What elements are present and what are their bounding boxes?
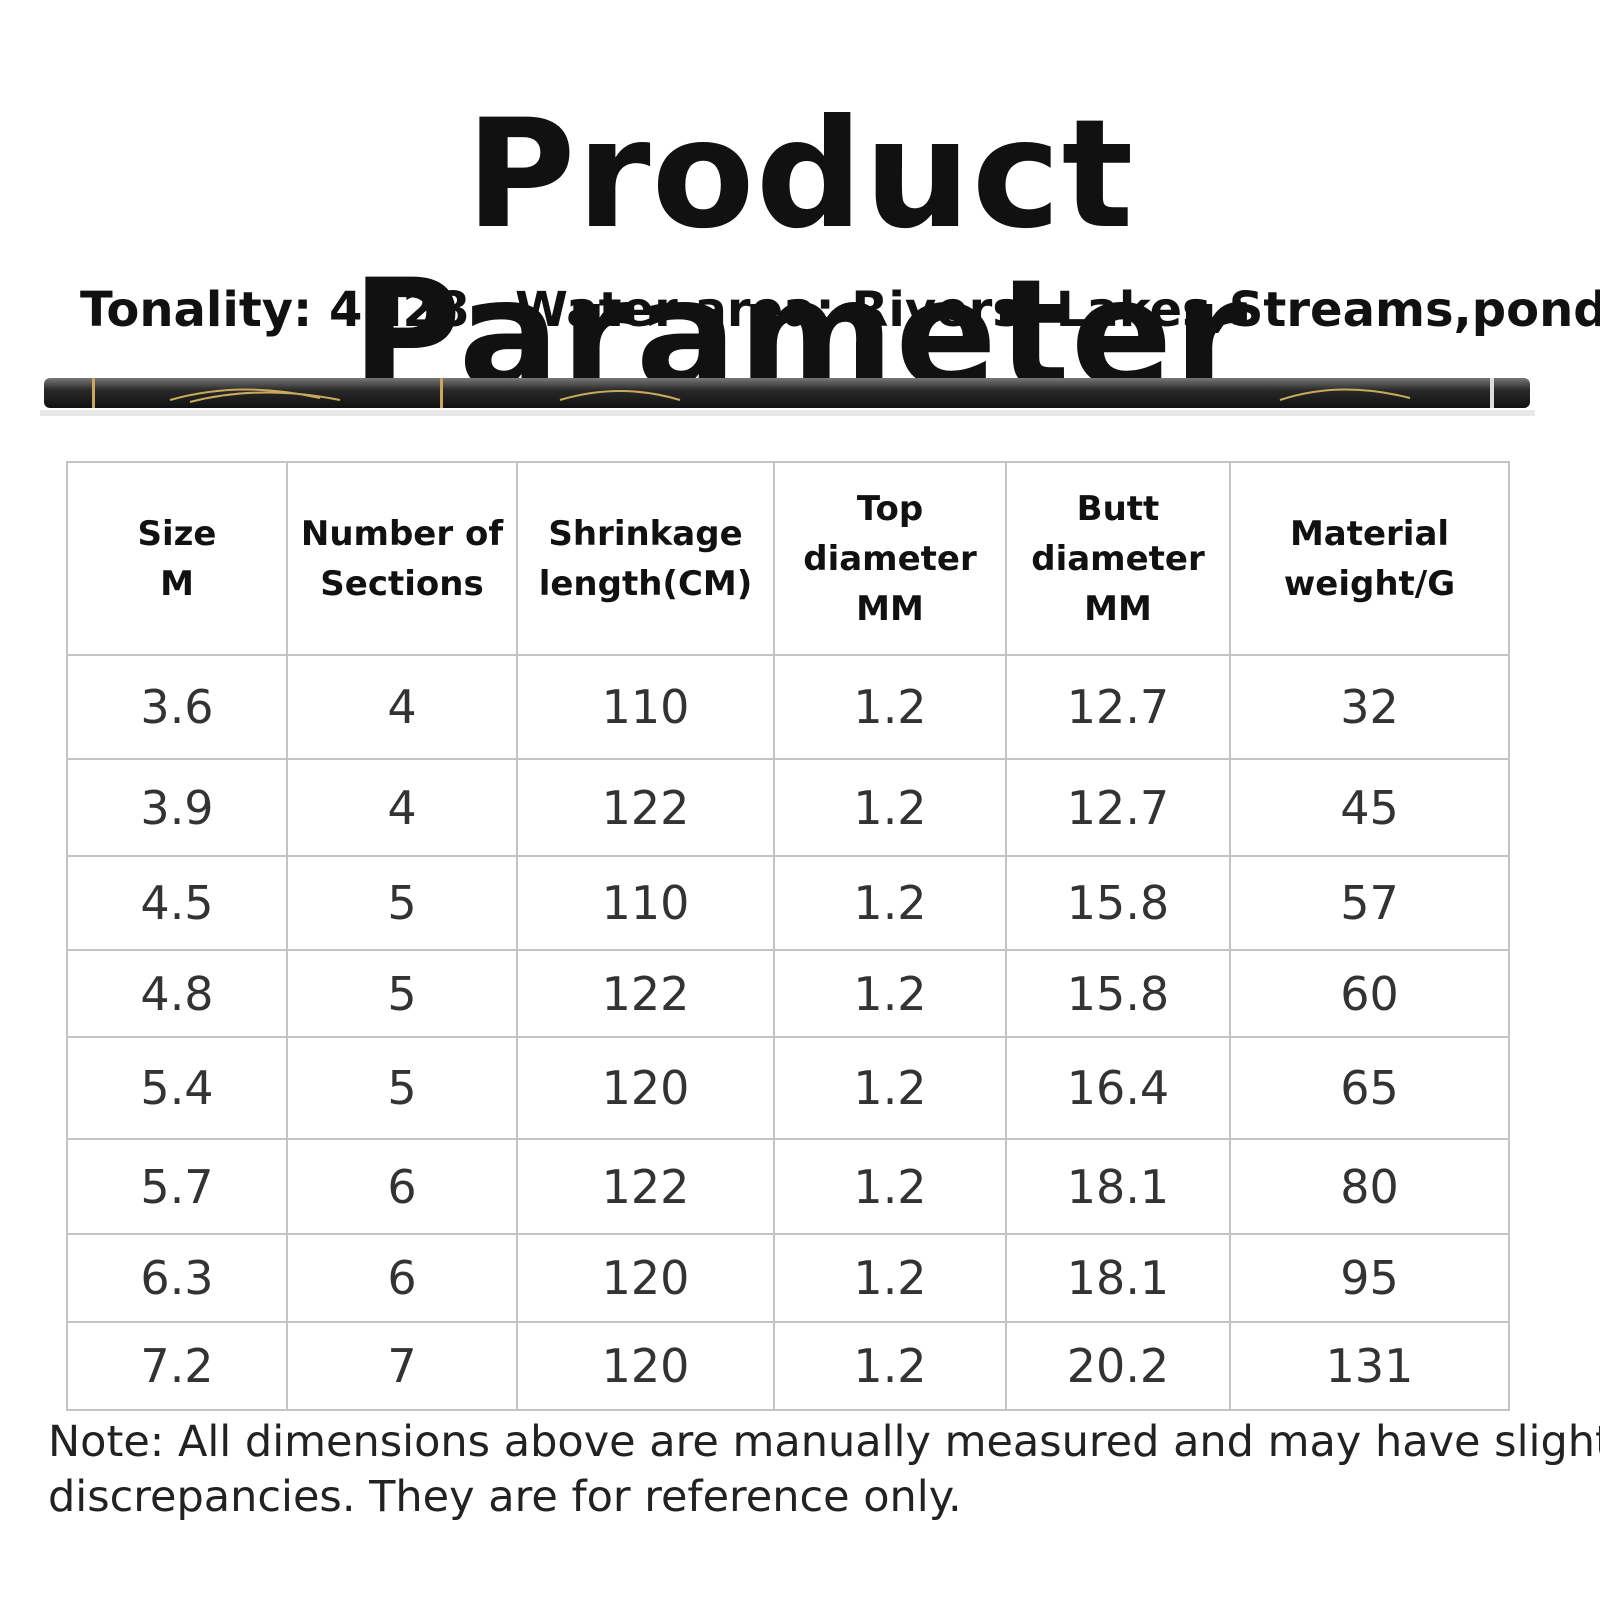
header-line: Number of [300,513,504,554]
cell: 12.7 [1005,758,1231,857]
cell: 1.2 [773,1036,1007,1140]
header-line: Sections [320,563,484,604]
cell: 6 [286,1233,518,1323]
cell: 18.1 [1005,1138,1231,1235]
cell: 5 [286,949,518,1038]
cell: 1.2 [773,855,1007,951]
cell: 110 [516,855,775,951]
title: Product Parameter [351,88,1249,422]
header-line: weight/G [1283,563,1456,604]
cell: 95 [1229,1233,1510,1323]
cell: 1.2 [773,1321,1007,1411]
parameter-table: Size M Number of Sections Shrinkage length(CM… [66,461,1510,1411]
cell: 18.1 [1005,1233,1231,1323]
cell: 131 [1229,1321,1510,1411]
cell: 120 [516,1233,775,1323]
header-line: length(CM) [538,563,753,604]
header-line: Top [856,488,924,529]
cell: 12.7 [1005,654,1231,760]
cell: 15.8 [1005,949,1231,1038]
header-cell: Material weight/G [1229,461,1510,656]
cell: 1.2 [773,758,1007,857]
header-line: Butt [1076,488,1160,529]
cell: 120 [516,1321,775,1411]
cell: 1.2 [773,1233,1007,1323]
data-row: 3.9 4 122 1.2 12.7 45 [66,758,1510,857]
cell: 4.8 [66,949,288,1038]
data-row: 4.8 5 122 1.2 15.8 60 [66,949,1510,1038]
header-line: Size [137,513,217,554]
cell: 32 [1229,654,1510,760]
header-line: diameter [1031,538,1205,579]
cell: 7 [286,1321,518,1411]
header-line: Material [1289,513,1450,554]
cell: 45 [1229,758,1510,857]
cell: 1.2 [773,654,1007,760]
data-row: 6.3 6 120 1.2 18.1 95 [66,1233,1510,1323]
cell: 5.7 [66,1138,288,1235]
cell: 15.8 [1005,855,1231,951]
cell: 16.4 [1005,1036,1231,1140]
cell: 80 [1229,1138,1510,1235]
cell: 122 [516,758,775,857]
cell: 57 [1229,855,1510,951]
header-line: Shrinkage [548,513,743,554]
header-line: diameter [803,538,977,579]
cell: 20.2 [1005,1321,1231,1411]
cell: 4.5 [66,855,288,951]
cell: 1.2 [773,1138,1007,1235]
header-cell: Size M [66,461,288,656]
cell: 120 [516,1036,775,1140]
data-row: 5.4 5 120 1.2 16.4 65 [66,1036,1510,1140]
header-row: Size M Number of Sections Shrinkage length(CM… [66,461,1510,656]
cell: 60 [1229,949,1510,1038]
cell: 3.6 [66,654,288,760]
header-cell: Butt diameter MM [1005,461,1231,656]
cell: 6 [286,1138,518,1235]
data-row: 3.6 4 110 1.2 12.7 32 [66,654,1510,760]
cell: 122 [516,949,775,1038]
cell: 5.4 [66,1036,288,1140]
water-area: Water area: Rivers, Lakes,Streams,ponds [515,282,1600,338]
data-row: 7.2 7 120 1.2 20.2 131 [66,1321,1510,1411]
header-cell: Number of Sections [286,461,518,656]
data-row: 4.5 5 110 1.2 15.8 57 [66,855,1510,951]
header-line: MM [856,588,924,629]
cell: 122 [516,1138,775,1235]
rod-image [40,378,1535,416]
cell: 4 [286,758,518,857]
header-line: MM [1084,588,1152,629]
data-row: 5.7 6 122 1.2 18.1 80 [66,1138,1510,1235]
header-cell: Top diameter MM [773,461,1007,656]
cell: 5 [286,855,518,951]
note-line: discrepancies. They are for reference on… [48,1472,962,1522]
cell: 1.2 [773,949,1007,1038]
cell: 7.2 [66,1321,288,1411]
cell: 3.9 [66,758,288,857]
header-line: M [160,563,194,604]
header-cell: Shrinkage length(CM) [516,461,775,656]
tonality: Tonality: 4H28 [80,282,470,338]
note-line: Note: All dimensions above are manually … [48,1417,1600,1467]
cell: 5 [286,1036,518,1140]
cell: 6.3 [66,1233,288,1323]
cell: 110 [516,654,775,760]
cell: 65 [1229,1036,1510,1140]
cell: 4 [286,654,518,760]
